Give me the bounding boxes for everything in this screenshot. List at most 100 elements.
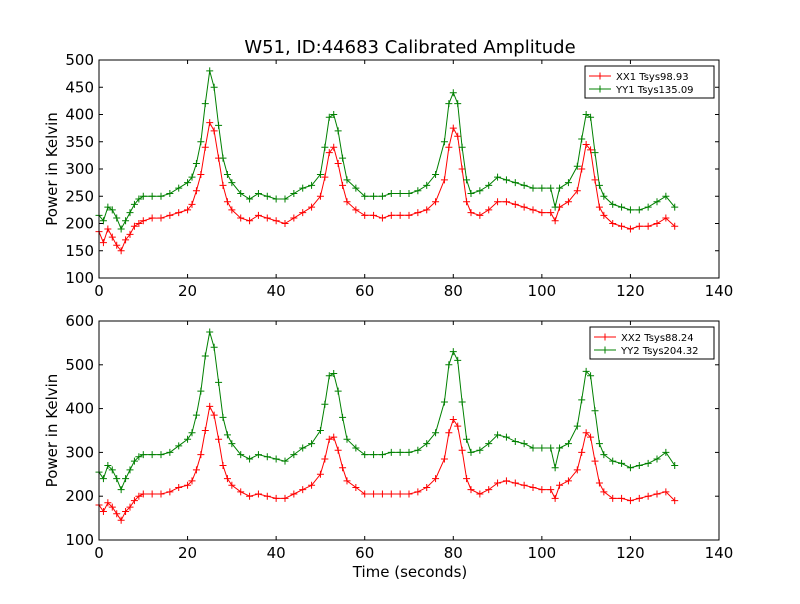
data-point xyxy=(113,475,121,483)
data-point xyxy=(237,488,245,496)
data-point xyxy=(99,475,107,483)
data-point xyxy=(166,488,174,496)
data-point xyxy=(206,67,214,75)
data-point xyxy=(148,192,156,200)
data-point xyxy=(502,433,510,441)
data-point xyxy=(626,464,634,472)
data-point xyxy=(321,455,329,463)
data-point xyxy=(139,217,147,225)
data-point xyxy=(166,190,174,198)
data-point xyxy=(387,211,395,219)
data-point xyxy=(423,206,431,214)
data-point xyxy=(578,135,586,143)
data-point xyxy=(591,149,599,157)
data-point xyxy=(454,422,462,430)
data-point xyxy=(122,236,130,244)
data-point xyxy=(215,435,223,443)
data-point xyxy=(671,203,679,211)
data-point xyxy=(463,435,471,443)
data-point xyxy=(197,451,205,459)
data-point xyxy=(272,494,280,502)
data-point xyxy=(339,181,347,189)
data-point xyxy=(334,160,342,168)
data-point xyxy=(188,477,196,485)
y-tick-label: 450 xyxy=(65,78,94,96)
data-point xyxy=(343,176,351,184)
data-point xyxy=(197,138,205,146)
data-point xyxy=(104,203,112,211)
data-point xyxy=(494,198,502,206)
data-point xyxy=(237,451,245,459)
data-point xyxy=(263,453,271,461)
data-point xyxy=(290,451,298,459)
data-point xyxy=(595,479,603,487)
data-point xyxy=(378,192,386,200)
data-point xyxy=(600,192,608,200)
data-point xyxy=(578,165,586,173)
legend: XX1 Tsys98.93 YY1 Tsys135.09 xyxy=(584,65,715,99)
data-point xyxy=(166,448,174,456)
data-point xyxy=(591,407,599,415)
x-tick-label: 80 xyxy=(444,282,463,300)
data-point xyxy=(175,483,183,491)
data-point xyxy=(135,492,143,500)
data-point xyxy=(538,184,546,192)
series-2 xyxy=(95,67,679,233)
data-point xyxy=(626,497,634,505)
data-point xyxy=(662,214,670,222)
data-point xyxy=(99,217,107,225)
data-point xyxy=(449,89,457,97)
data-point xyxy=(396,448,404,456)
legend-marker xyxy=(596,72,604,80)
data-point xyxy=(662,488,670,496)
data-point xyxy=(188,429,196,437)
data-point xyxy=(184,481,192,489)
data-point xyxy=(330,111,338,118)
data-point xyxy=(635,462,643,470)
data-point xyxy=(290,490,298,498)
data-point xyxy=(595,203,603,211)
data-point xyxy=(192,160,200,168)
data-point xyxy=(644,492,652,500)
data-point xyxy=(308,440,316,448)
x-tick-label: 40 xyxy=(267,544,286,562)
data-point xyxy=(463,176,471,184)
data-point xyxy=(272,217,280,225)
data-point xyxy=(157,451,165,459)
data-point xyxy=(246,492,254,500)
x-tick-label: 120 xyxy=(616,282,645,300)
data-point xyxy=(254,190,262,198)
data-point xyxy=(197,387,205,395)
data-point xyxy=(321,400,329,408)
data-point xyxy=(210,343,218,351)
data-point xyxy=(467,209,475,217)
data-point xyxy=(454,132,462,140)
data-point xyxy=(445,100,453,108)
data-point xyxy=(564,440,572,448)
data-point xyxy=(529,184,537,192)
x-tick-label: 60 xyxy=(355,282,374,300)
series-2 xyxy=(95,328,679,494)
data-point xyxy=(108,233,116,241)
data-point xyxy=(130,200,138,208)
x-tick-label: 0 xyxy=(94,282,104,300)
data-point xyxy=(458,143,466,151)
data-point xyxy=(476,446,484,454)
data-point xyxy=(135,220,143,227)
data-point xyxy=(281,220,289,227)
data-point xyxy=(370,211,378,219)
data-point xyxy=(635,494,643,502)
data-point xyxy=(339,413,347,421)
data-point xyxy=(206,328,214,336)
data-point xyxy=(485,181,493,189)
data-point xyxy=(551,464,559,472)
data-point xyxy=(414,488,422,496)
data-point xyxy=(117,516,125,524)
data-point xyxy=(432,429,440,437)
y-tick-label: 400 xyxy=(65,106,94,124)
data-point xyxy=(334,387,342,395)
data-point xyxy=(299,486,307,494)
data-point xyxy=(148,214,156,222)
data-point xyxy=(104,462,112,470)
